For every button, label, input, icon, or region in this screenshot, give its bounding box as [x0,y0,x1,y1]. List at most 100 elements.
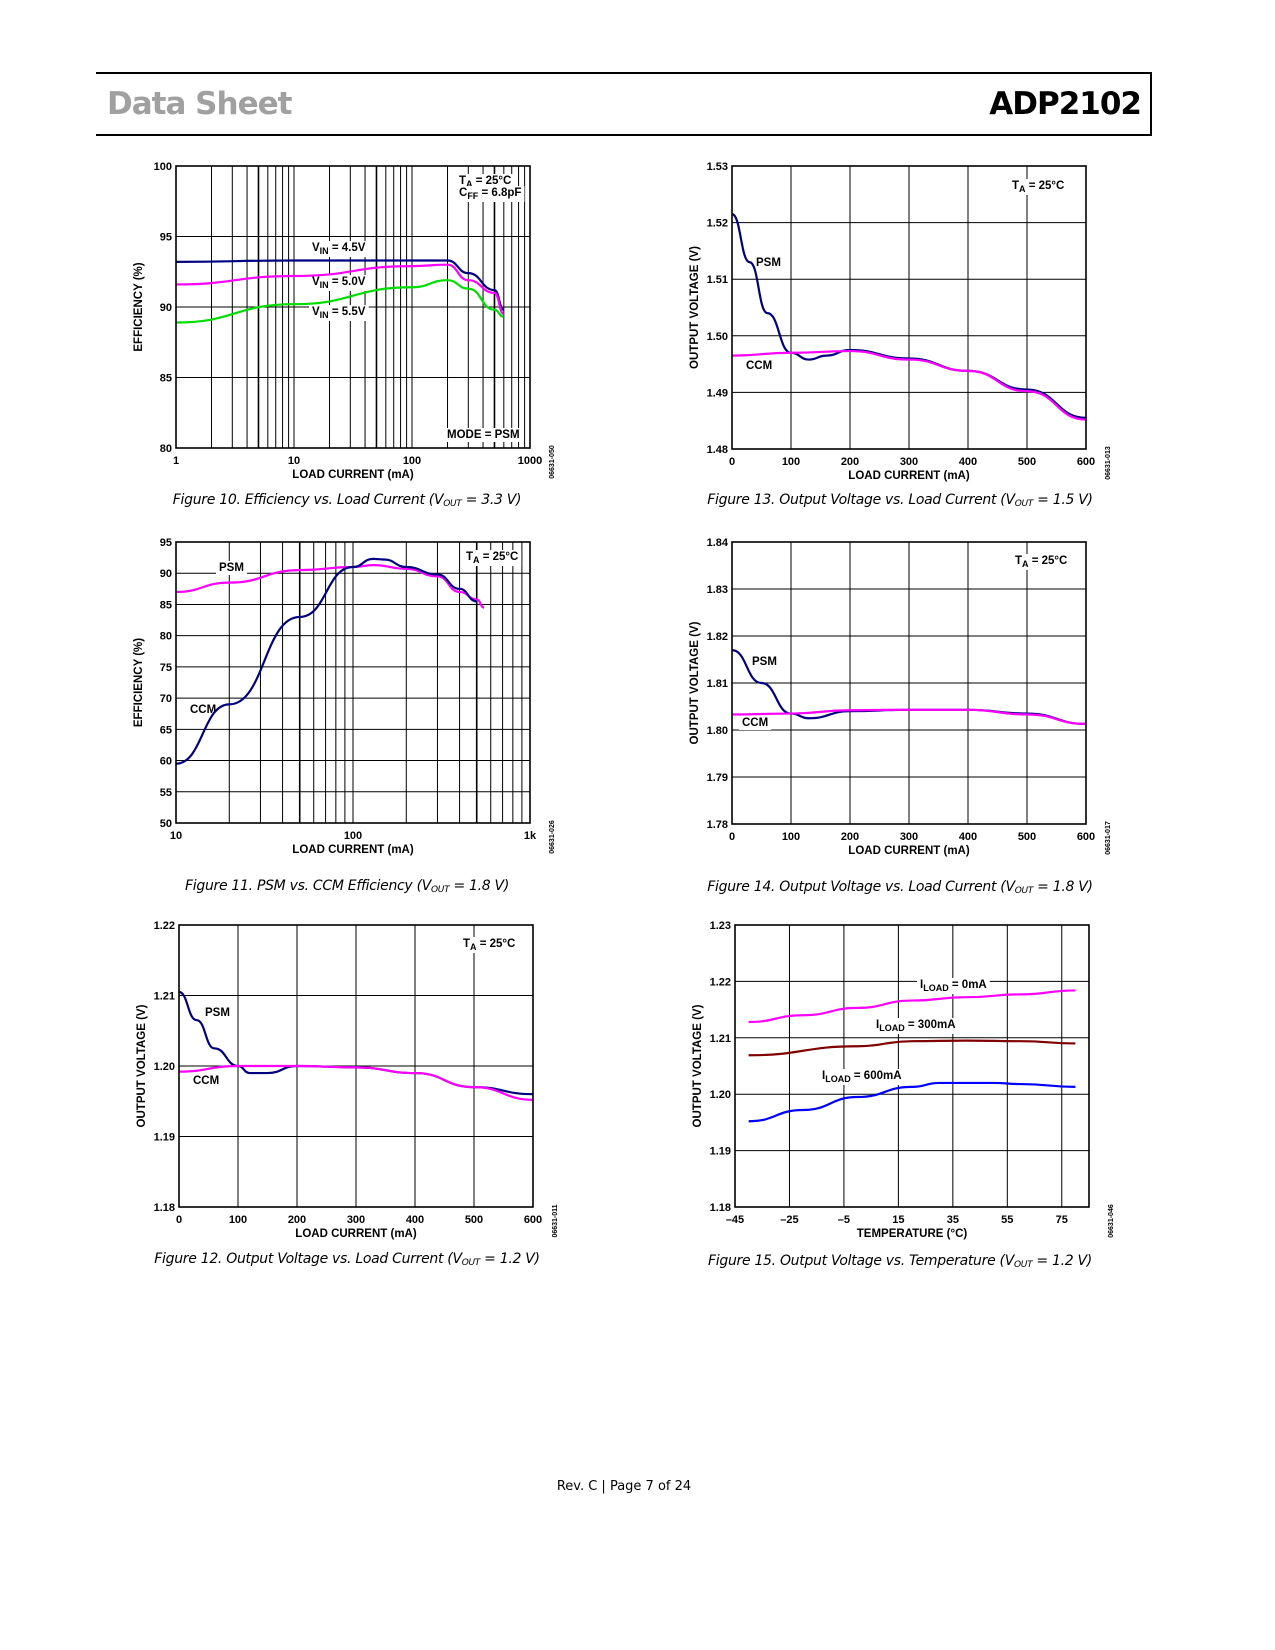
series-line-1 [731,708,1087,725]
y-axis-label: EFFICIENCY (%) [133,262,145,351]
figure-id: 06631-017 [1105,821,1112,855]
y-tick-label: 95 [160,232,172,244]
plot-frame [731,541,1087,825]
chart-annotation: ILOAD = 0mA [920,979,987,993]
y-tick-label: 1.50 [707,331,728,343]
x-tick-label: 100 [403,455,421,467]
y-axis-label: OUTPUT VOLTAGE (V) [692,1004,704,1127]
annotation-backing [739,716,772,730]
caption-pre: Figure 10. Efficiency vs. Load Current (… [172,492,444,508]
caption-post: = 3.3 V) [461,492,522,508]
y-tick-label: 85 [160,599,172,611]
y-tick-label: 1.81 [707,678,728,690]
figure-caption: Figure 12. Output Voltage vs. Load Curre… [154,1251,540,1268]
y-tick-label: 1.21 [154,991,175,1003]
chart-annotation: CCM [190,704,216,716]
x-tick-label: 0 [729,456,735,468]
x-tick-label: 300 [347,1214,365,1226]
figure-caption: Figure 14. Output Voltage vs. Load Curre… [707,879,1093,896]
caption-sub: OUT [431,885,450,895]
chart-annotation: CCM [742,717,768,729]
plot-frame [734,924,1090,1208]
figure-caption: Figure 11. PSM vs. CCM Efficiency (VOUT … [185,878,509,895]
annotation-backing [1012,554,1071,570]
series-line-1 [178,1064,534,1101]
x-tick-label: 75 [1056,1214,1068,1226]
figure-caption: Figure 10. Efficiency vs. Load Current (… [172,492,522,509]
x-axis-label: LOAD CURRENT (mA) [848,470,970,482]
x-tick-label: 10 [288,455,300,467]
chart-annotation: VIN = 5.5V [312,306,366,320]
x-tick-label: 400 [959,831,977,843]
x-tick-label: 100 [782,831,800,843]
chart-annotation: TA = 25°C [466,551,518,565]
caption-sub: OUT [1014,886,1034,896]
y-tick-label: 1.78 [707,819,728,831]
x-tick-label: 500 [1018,456,1036,468]
x-tick-label: 600 [524,1214,542,1226]
y-tick-label: 1.18 [154,1202,175,1214]
part-number: ADP2102 [989,86,1142,122]
x-tick-label: 400 [406,1214,424,1226]
x-tick-label: 1k [524,830,537,842]
x-tick-label: 100 [782,456,800,468]
y-tick-label: 90 [160,568,172,580]
y-tick-label: 1.20 [154,1061,175,1073]
y-tick-label: 80 [160,443,172,455]
x-tick-label: 1 [173,455,179,467]
y-tick-label: 1.79 [707,772,728,784]
header-frame [96,72,1152,136]
y-tick-label: 1.23 [710,920,731,932]
plot-frame [175,541,531,824]
chart-annotation: PSM [756,257,781,269]
chart-annotation: TA = 25°C [1015,555,1067,569]
caption-post: = 1.2 V) [480,1251,540,1267]
y-tick-label: 90 [160,302,172,314]
x-axis-label: LOAD CURRENT (mA) [848,845,970,857]
y-tick-label: 1.84 [707,537,729,549]
chart-figure-12: 0 100 200 300 400 500 600 1.18 1.19 1.20 1.21 1.22 T… [136,920,559,1240]
y-tick-label: 1.83 [707,584,728,596]
caption-sub: OUT [1014,499,1034,509]
chart-figure-13: 0 100 200 300 400 500 600 1.48 1.49 1.50 1.51 1.52 1… [689,161,1112,482]
annotation-backing [917,978,990,994]
x-tick-label: 100 [344,830,362,842]
y-tick-label: 100 [154,161,172,173]
series-line-0 [175,259,505,311]
series-line-2 [175,279,505,324]
y-tick-label: 1.20 [710,1089,731,1101]
y-tick-label: 1.22 [710,976,731,988]
x-tick-label: –5 [838,1214,850,1226]
x-tick-label: 10 [170,830,182,842]
plot-frame [175,165,531,449]
annotation-backing [819,1069,905,1085]
y-tick-label: 1.51 [707,274,728,286]
annotation-backing [753,256,784,270]
series-line-1 [175,263,505,316]
x-tick-label: 0 [729,831,735,843]
chart-annotation: PSM [752,656,777,668]
caption-post: = 1.8 V) [1033,879,1093,895]
y-axis-label: OUTPUT VOLTAGE (V) [689,246,701,369]
page-footer: Rev. C | Page 7 of 24 [556,1479,692,1494]
chart-annotation: VIN = 5.0V [312,276,366,290]
x-tick-label: –25 [780,1214,798,1226]
caption-sub: OUT [1014,1260,1033,1270]
x-tick-label: 1000 [518,455,542,467]
annotation-backing [187,703,220,717]
chart-annotation: CCM [746,360,772,372]
chart-figure-14: 0 100 200 300 400 500 600 1.78 1.79 1.80 1.81 1.82 1… [689,537,1112,857]
x-tick-label: 600 [1077,831,1095,843]
y-axis-label: OUTPUT VOLTAGE (V) [136,1004,148,1127]
chart-annotation: TA = 25°C [459,175,511,189]
figure-id: 06631-011 [552,1204,559,1237]
y-tick-label: 95 [160,537,172,549]
annotation-backing [309,305,369,321]
x-tick-label: 300 [900,831,918,843]
plot-frame [178,924,534,1208]
y-tick-label: 75 [160,662,172,674]
x-tick-label: 600 [1077,456,1095,468]
annotation-backing [460,937,519,953]
y-tick-label: 1.80 [707,725,728,737]
y-tick-label: 1.53 [707,161,728,173]
